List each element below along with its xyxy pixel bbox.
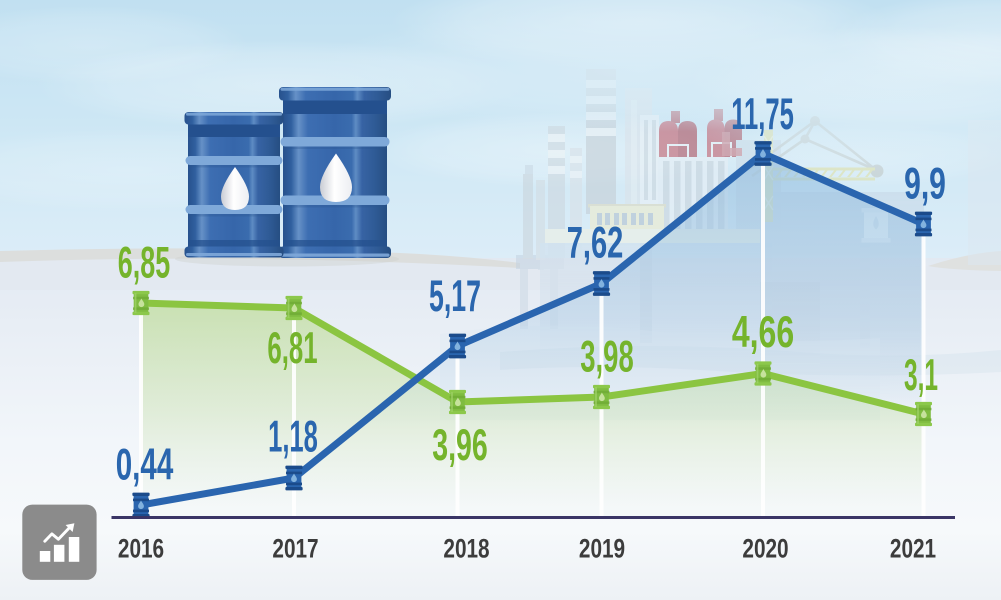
svg-text:6,85: 6,85 — [118, 238, 170, 288]
svg-text:4,66: 4,66 — [732, 308, 794, 357]
svg-text:2021: 2021 — [890, 534, 936, 564]
svg-text:3,98: 3,98 — [580, 332, 633, 381]
svg-text:3,96: 3,96 — [432, 420, 487, 470]
svg-text:9,9: 9,9 — [904, 160, 946, 209]
svg-text:2016: 2016 — [118, 534, 164, 564]
svg-text:6,81: 6,81 — [267, 323, 317, 373]
svg-text:1,18: 1,18 — [268, 411, 318, 461]
svg-text:2018: 2018 — [443, 534, 489, 564]
svg-text:2020: 2020 — [742, 534, 788, 564]
svg-text:3,1: 3,1 — [904, 349, 938, 400]
svg-text:7,62: 7,62 — [567, 217, 624, 267]
svg-text:2019: 2019 — [579, 534, 625, 564]
svg-text:11,75: 11,75 — [731, 89, 794, 139]
svg-text:5,17: 5,17 — [429, 271, 481, 321]
svg-text:0,44: 0,44 — [116, 441, 174, 490]
svg-text:2017: 2017 — [272, 534, 318, 564]
